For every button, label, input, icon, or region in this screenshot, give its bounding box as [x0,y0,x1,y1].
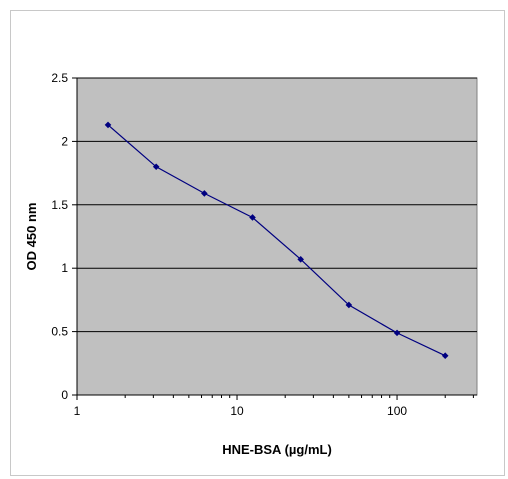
line-chart: 1 10 100 0 0.5 1 1.5 2 2.5 HNE-BSA (µg/mL) OD 4… [24,71,478,457]
y-axis-title: OD 450 nm [24,203,39,271]
chart-frame: 1 10 100 0 0.5 1 1.5 2 2.5 HNE-BSA (µg/mL) OD 4… [10,10,505,476]
plot-area [76,77,478,396]
x-axis-title: HNE-BSA (µg/mL) [222,442,332,457]
series-line [107,124,446,357]
x-tick-label: 10 [230,404,244,418]
data-point [441,352,449,359]
grid-lines [77,77,477,333]
data-point [152,163,160,171]
x-tick-label: 100 [387,404,407,418]
data-point [201,190,208,197]
series-group [104,121,449,359]
data-point [249,214,256,221]
y-tick-label: 2.5 [51,71,68,85]
x-axis: 1 10 100 [74,394,477,418]
data-point [104,121,112,129]
data-point [297,256,304,263]
y-tick-label: 0 [61,388,68,402]
y-axis: 0 0.5 1 1.5 2 2.5 [51,71,78,402]
data-point [393,329,401,337]
data-point [345,301,353,309]
y-tick-label: 2 [61,134,68,148]
y-tick-label: 1 [61,261,68,275]
y-tick-label: 0.5 [51,325,68,339]
y-tick-label: 1.5 [51,198,68,212]
x-tick-label: 1 [74,404,81,418]
